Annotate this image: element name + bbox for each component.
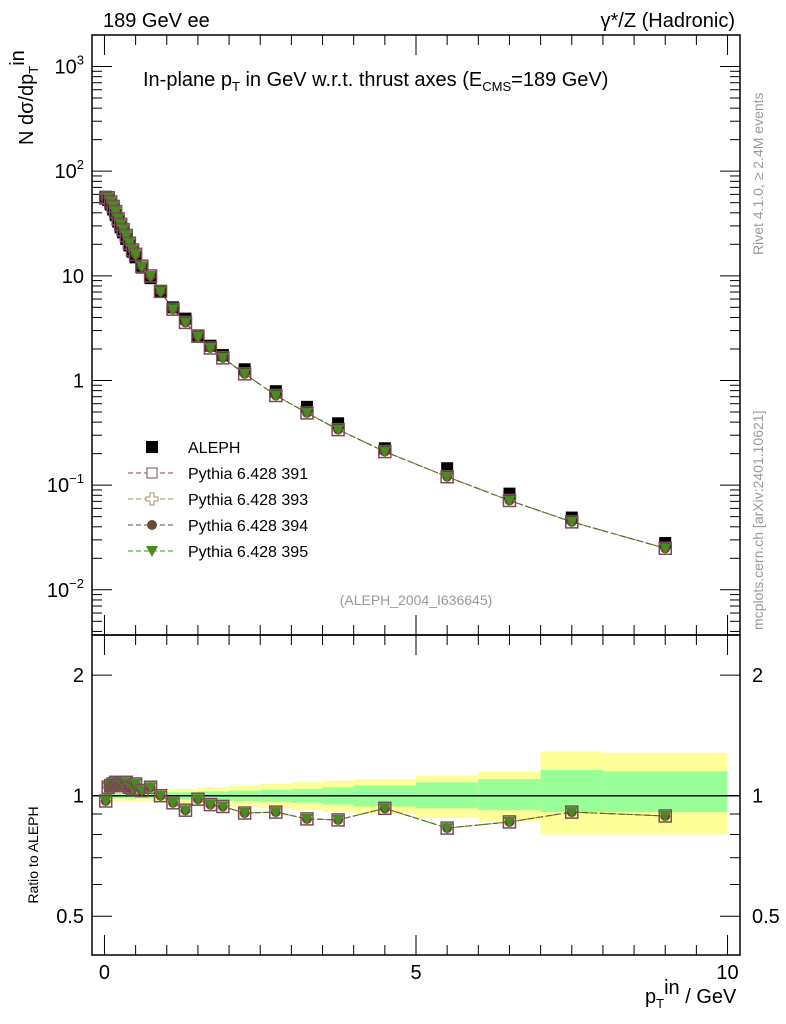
mc-ratio-point-395 [378,803,391,815]
y-tick-label: 102 [55,157,84,183]
mc-point-395 [154,286,167,298]
mc-point-395 [503,495,516,507]
mc-point-395 [117,224,130,236]
y-tick-label: 10 [62,266,84,288]
mc-point-395 [120,230,133,242]
ratio-y-tick-label: 2 [73,665,84,687]
ratio-y-tick-label-right: 0.5 [752,906,780,928]
ratio-y-tick-label: 0.5 [56,906,84,928]
x-tick-label: 0 [99,962,110,984]
mc-point-395 [109,206,122,218]
mc-point-395 [238,368,251,380]
legend-label: Pythia 6.428 394 [188,518,308,535]
x-axis-label: pTin / GeV [645,977,737,1011]
analysis-watermark: (ALEPH_2004_I636645) [340,592,493,608]
mc-ratio-point-395 [144,782,157,794]
ratio-y-tick-label: 1 [73,786,84,808]
mc-point-395 [269,390,282,402]
mc-point-395 [565,516,578,528]
x-tick-label: 5 [410,962,421,984]
mc-point-395 [659,543,672,555]
mc-point-395 [300,407,313,419]
y-axis-label: N dσ/dpTin [7,50,41,145]
x-tick-label: 10 [716,962,738,984]
green-band [540,769,603,813]
mc-point-395 [332,424,345,436]
ratio-y-tick-label-right: 2 [752,665,763,687]
mc-ratio-point-395 [659,810,672,822]
mc-ratio-point-395 [441,823,454,835]
mc-point-395 [135,261,148,273]
mc-ratio-point-395 [179,805,192,817]
mc-point-395 [167,304,179,316]
mc-ratio-point-395 [167,797,179,809]
y-tick-label: 103 [55,53,84,79]
mc-ratio-point-395 [204,799,217,811]
mc-ratio-point-395 [191,794,204,806]
top-right-label: γ*/Z (Hadronic) [601,10,735,32]
top-left-label: 189 GeV ee [103,10,210,32]
mc-ratio-point-395 [300,813,313,825]
ratio-y-axis-label: Ratio to ALEPH [25,806,41,903]
mc-ratio-point-395 [269,807,282,819]
chart-title: In-plane pT in GeV w.r.t. thrust axes (E… [143,69,608,94]
mc-point-395 [378,446,391,458]
mc-ratio-point-395 [99,795,112,807]
mc-point-395 [441,471,454,483]
y-tick-label: 10−1 [47,471,84,497]
legend-label: Pythia 6.428 391 [188,466,308,483]
green-band [602,771,728,813]
mc-ratio-point-395 [332,814,345,826]
legend-label: Pythia 6.428 395 [188,544,308,561]
legend-label: Pythia 6.428 393 [188,492,308,509]
mc-point-395 [216,352,229,364]
y-tick-label: 1 [73,370,84,392]
mc-ratio-point-395 [238,808,251,820]
legend-marker-square [146,467,158,479]
green-band [478,779,541,811]
mc-point-395 [179,317,192,329]
legend-marker-circle [147,520,157,530]
mc-point-395 [144,270,157,282]
mc-point-395 [191,331,204,343]
mc-ratio-point-395 [154,790,167,802]
mc-ratio-point-395 [503,816,516,828]
legend-marker-aleph [146,441,158,453]
rivet-version-label: Rivet 4.1.0, ≥ 2.4M events [750,92,766,255]
y-tick-label: 10−2 [47,576,84,602]
mc-ratio-point-395 [565,807,578,819]
mcplots-label: mcplots.cern.ch [arXiv:2401.10621] [750,411,766,630]
mc-point-395 [204,343,217,355]
legend-marker-triangle [146,546,158,557]
mc-ratio-point-395 [216,801,229,813]
legend-label: ALEPH [188,440,240,457]
legend-marker-cross [145,492,159,506]
mc-point-395 [129,249,142,261]
ratio-y-tick-label-right: 1 [752,786,763,808]
